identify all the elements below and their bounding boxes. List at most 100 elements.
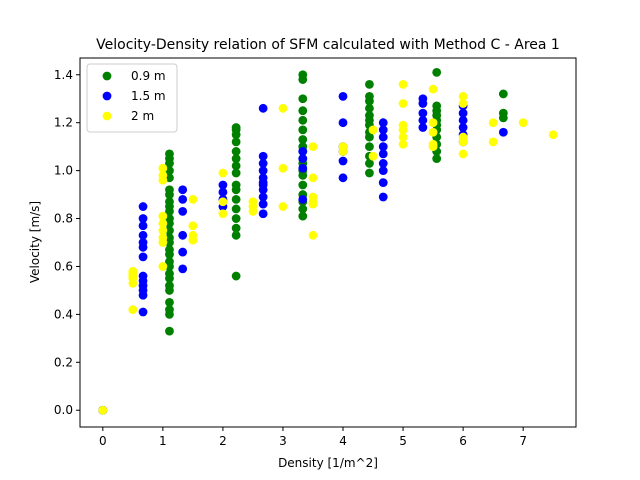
point-2-m bbox=[158, 218, 168, 228]
point-0-9-m bbox=[231, 271, 241, 281]
y-tick-label: 0.8 bbox=[54, 212, 73, 226]
point-1-5-m bbox=[258, 199, 268, 209]
point-0-9-m bbox=[432, 154, 442, 164]
point-1-5-m bbox=[458, 123, 468, 132]
legend-marker bbox=[102, 111, 112, 121]
point-1-5-m bbox=[258, 159, 268, 168]
point-0-9-m bbox=[298, 135, 308, 144]
point-0-9-m bbox=[231, 123, 241, 132]
point-1-5-m bbox=[138, 221, 148, 231]
point-1-5-m bbox=[418, 94, 428, 104]
point-0-9-m bbox=[498, 108, 508, 118]
point-1-5-m bbox=[138, 307, 148, 317]
legend: 0.9 m 1.5 m 2 m bbox=[86, 63, 178, 133]
point-1-5-m bbox=[258, 192, 268, 202]
point-2-m bbox=[368, 125, 378, 135]
point-2-m bbox=[338, 142, 348, 152]
point-1-5-m bbox=[298, 154, 308, 164]
point-0-9-m bbox=[165, 305, 174, 314]
point-1-5-m bbox=[378, 149, 388, 159]
point-1-5-m bbox=[458, 108, 468, 118]
y-axis-label: Velocity [m/s] bbox=[28, 201, 42, 283]
y-tick-label: 0.6 bbox=[54, 259, 73, 273]
point-1-5-m bbox=[138, 230, 148, 240]
point-1-5-m bbox=[378, 118, 388, 128]
point-1-5-m bbox=[178, 264, 188, 274]
y-tick-label: 1.4 bbox=[54, 68, 73, 82]
point-2-m bbox=[158, 233, 168, 243]
point-2-m bbox=[188, 221, 198, 231]
x-tick-label: 7 bbox=[519, 434, 527, 448]
point-1-5-m bbox=[258, 151, 268, 161]
point-0-9-m bbox=[298, 180, 308, 190]
x-tick-label: 2 bbox=[219, 434, 227, 448]
point-0-9-m bbox=[231, 194, 241, 204]
point-2-m bbox=[398, 139, 408, 149]
point-0-9-m bbox=[365, 168, 374, 178]
x-tick-label: 1 bbox=[159, 434, 167, 448]
legend-label: 2 m bbox=[131, 109, 154, 123]
point-1-5-m bbox=[378, 178, 388, 188]
point-1-5-m bbox=[458, 115, 468, 125]
point-1-5-m bbox=[378, 192, 388, 202]
point-0-9-m bbox=[365, 79, 374, 89]
point-0-9-m bbox=[231, 161, 241, 171]
point-2-m bbox=[248, 197, 258, 207]
point-0-9-m bbox=[165, 233, 174, 243]
point-1-5-m bbox=[378, 142, 388, 152]
point-2-m bbox=[548, 130, 558, 140]
point-2-m bbox=[218, 197, 228, 207]
point-2-m bbox=[158, 226, 168, 235]
point-1-5-m bbox=[138, 202, 148, 211]
point-0-9-m bbox=[432, 101, 442, 111]
point-0-9-m bbox=[231, 230, 241, 240]
y-tick-label: 1.0 bbox=[54, 164, 73, 178]
x-tick-label: 6 bbox=[459, 434, 467, 448]
point-2-m bbox=[158, 171, 168, 180]
y-axis-ticks: 0.0 0.2 0.4 0.6 0.8 1.0 1.2 1.4 bbox=[54, 68, 80, 417]
y-tick-label: 0.4 bbox=[54, 307, 73, 321]
point-0-9-m bbox=[165, 149, 174, 159]
point-2-m bbox=[488, 118, 498, 128]
point-2-m bbox=[98, 405, 108, 415]
point-2-m bbox=[398, 79, 408, 89]
point-2-m bbox=[458, 132, 468, 142]
point-0-9-m bbox=[231, 168, 241, 178]
point-1-5-m bbox=[178, 247, 188, 257]
point-0-9-m bbox=[365, 111, 374, 120]
point-1-5-m bbox=[418, 115, 428, 125]
legend-marker bbox=[102, 91, 112, 101]
point-2-m bbox=[218, 209, 228, 219]
point-0-9-m bbox=[165, 173, 174, 183]
point-0-9-m bbox=[165, 269, 174, 279]
point-0-9-m bbox=[365, 159, 374, 168]
point-0-9-m bbox=[165, 257, 174, 267]
x-tick-label: 3 bbox=[279, 434, 287, 448]
point-0-9-m bbox=[165, 226, 174, 235]
point-2-m bbox=[368, 151, 378, 161]
x-tick-label: 4 bbox=[339, 434, 347, 448]
point-1-5-m bbox=[178, 194, 188, 204]
point-0-9-m bbox=[165, 245, 174, 255]
point-2-m bbox=[488, 137, 498, 147]
point-0-9-m bbox=[298, 125, 308, 135]
point-2-m bbox=[278, 103, 288, 113]
data-points bbox=[98, 67, 558, 415]
x-axis-label: Density [1/m^2] bbox=[278, 456, 378, 470]
point-1-5-m bbox=[258, 209, 268, 219]
point-0-9-m bbox=[165, 214, 174, 223]
point-1-5-m bbox=[378, 166, 388, 176]
point-1-5-m bbox=[298, 163, 308, 173]
point-2-m bbox=[278, 163, 288, 173]
point-0-9-m bbox=[165, 185, 174, 195]
point-1-5-m bbox=[298, 147, 308, 156]
point-2-m bbox=[278, 202, 288, 211]
point-0-9-m bbox=[298, 70, 308, 80]
y-tick-label: 1.2 bbox=[54, 116, 73, 130]
point-2-m bbox=[308, 230, 318, 240]
point-2-m bbox=[158, 262, 168, 271]
point-2-m bbox=[158, 163, 168, 173]
legend-marker bbox=[102, 71, 112, 81]
point-1-5-m bbox=[338, 118, 348, 128]
